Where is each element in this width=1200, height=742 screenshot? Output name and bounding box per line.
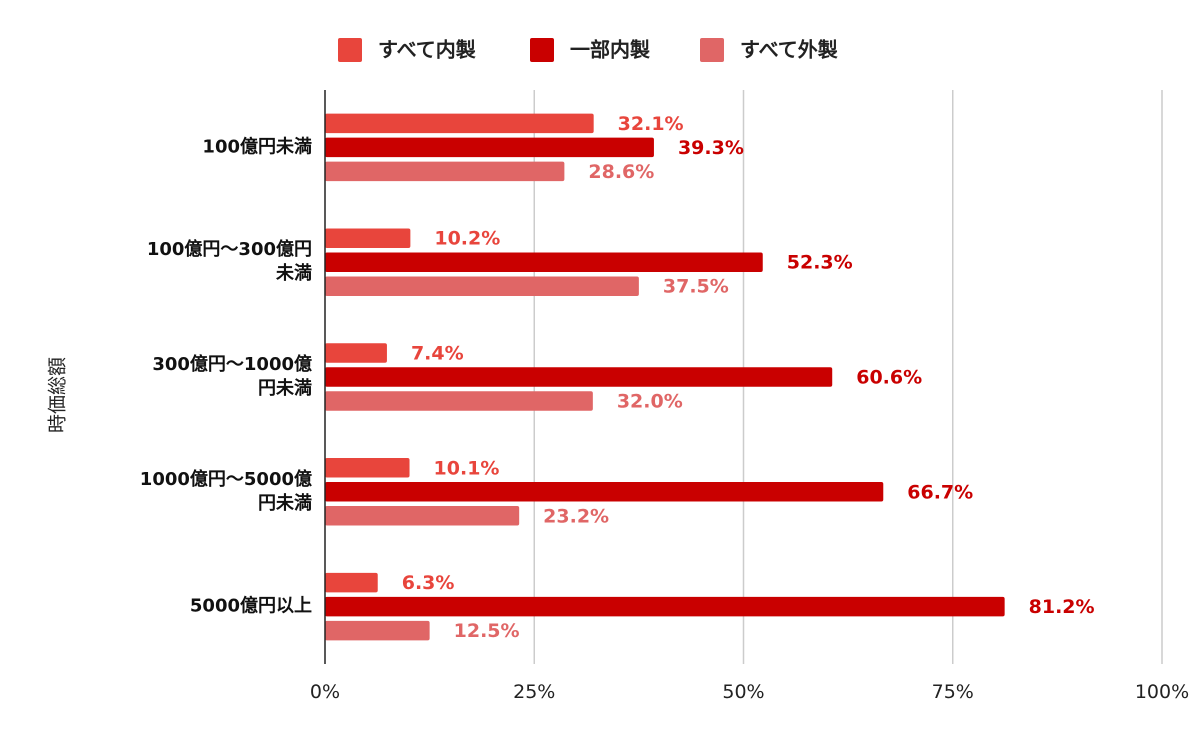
x-tick-label-3: 75% — [932, 681, 974, 703]
value-label-1-0: 39.3% — [678, 137, 744, 159]
value-label-1-3: 66.7% — [907, 481, 973, 503]
value-labels-layer: 32.1%39.3% 28.6% 10.2% 52.3% 37.5% 7.4% 60.6% 3… — [402, 113, 1095, 642]
value-label-1-4: 81.2% — [1029, 596, 1095, 618]
legend-label-0: すべて内製 — [378, 38, 476, 62]
bar-1-4 — [325, 596, 1005, 617]
category-labels-layer: 100億円未満100億円～300億円未満300億円～1000億円未満1000億円… — [140, 135, 312, 616]
value-label-2-3: 23.2% — [543, 505, 609, 527]
value-label-2-1: 37.5% — [663, 276, 729, 298]
category-label-2-0: 300億円～1000億 — [152, 353, 312, 375]
x-tick-label-1: 25% — [513, 681, 555, 703]
value-label-0-1: 10.2% — [434, 228, 500, 250]
category-label-3-0: 1000億円～5000億 — [140, 468, 312, 490]
category-label-1-0: 100億円～300億円 — [147, 238, 312, 260]
x-tick-label-4: 100% — [1135, 681, 1189, 703]
category-label-4-0: 5000億円以上 — [190, 595, 312, 617]
category-label-0-0: 100億円未満 — [202, 135, 312, 157]
tick-labels-layer: 0% 25% 50% 75% 100% — [310, 681, 1189, 703]
y-axis-title: 時価総額 — [47, 357, 69, 433]
bar-2-3 — [325, 506, 520, 526]
legend-label-1: 一部内製 — [570, 38, 650, 62]
bar-2-0 — [325, 161, 565, 182]
category-label-3-1: 円未満 — [258, 492, 312, 514]
legend-swatch-0 — [338, 38, 362, 62]
bar-0-1 — [325, 228, 411, 248]
legend: すべて内製 一部内製 すべて外製 — [338, 38, 838, 62]
value-label-2-4: 12.5% — [454, 620, 520, 642]
value-label-0-4: 6.3% — [402, 572, 455, 594]
legend-swatch-1 — [530, 38, 554, 62]
bar-1-3 — [325, 482, 884, 502]
category-label-2-1: 円未満 — [258, 377, 312, 399]
value-label-0-2: 7.4% — [411, 343, 464, 365]
x-tick-label-2: 50% — [722, 681, 764, 703]
bar-2-2 — [325, 391, 593, 411]
value-label-0-0: 32.1% — [618, 113, 684, 135]
bar-2-4 — [325, 620, 430, 641]
bar-0-3 — [325, 458, 410, 478]
bar-2-1 — [325, 276, 639, 296]
bar-1-1 — [325, 252, 763, 272]
value-label-2-2: 32.0% — [617, 391, 683, 413]
bar-1-0 — [325, 137, 654, 158]
bar-0-0 — [325, 113, 594, 134]
x-tick-label-0: 0% — [310, 681, 340, 703]
legend-swatch-2 — [700, 38, 724, 62]
value-label-1-1: 52.3% — [787, 252, 853, 274]
value-label-1-2: 60.6% — [856, 367, 922, 389]
bar-1-2 — [325, 367, 833, 387]
value-label-2-0: 28.6% — [588, 161, 654, 183]
bar-0-4 — [325, 572, 378, 593]
bars-layer — [325, 113, 1005, 641]
legend-label-2: すべて外製 — [740, 38, 838, 62]
value-label-0-3: 10.1% — [434, 457, 500, 479]
category-label-1-1: 未満 — [276, 262, 312, 284]
bar-0-2 — [325, 343, 387, 363]
